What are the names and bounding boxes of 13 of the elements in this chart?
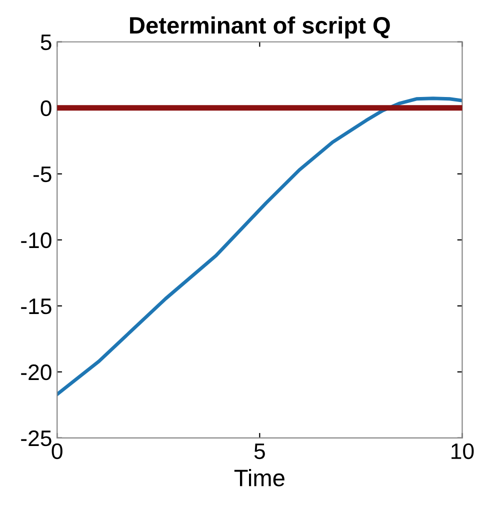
x-tick-label: 0 — [52, 443, 62, 460]
y-tick-label: -5 — [33, 166, 52, 182]
y-tick-label: -10 — [21, 232, 52, 248]
x-tick-label: 5 — [254, 444, 265, 460]
line-series — [57, 96, 462, 396]
y-tick-label: 5 — [40, 34, 52, 50]
y-tick-label: 0 — [40, 100, 52, 116]
x-axis-title: Time — [234, 469, 284, 486]
y-tick-label: -20 — [21, 364, 52, 380]
y-tick-label: -25 — [21, 430, 52, 446]
y-tick-label: -15 — [21, 298, 52, 314]
chart-title: Determinant of script Q — [130, 16, 390, 38]
x-tick-label: 10 — [452, 443, 474, 460]
